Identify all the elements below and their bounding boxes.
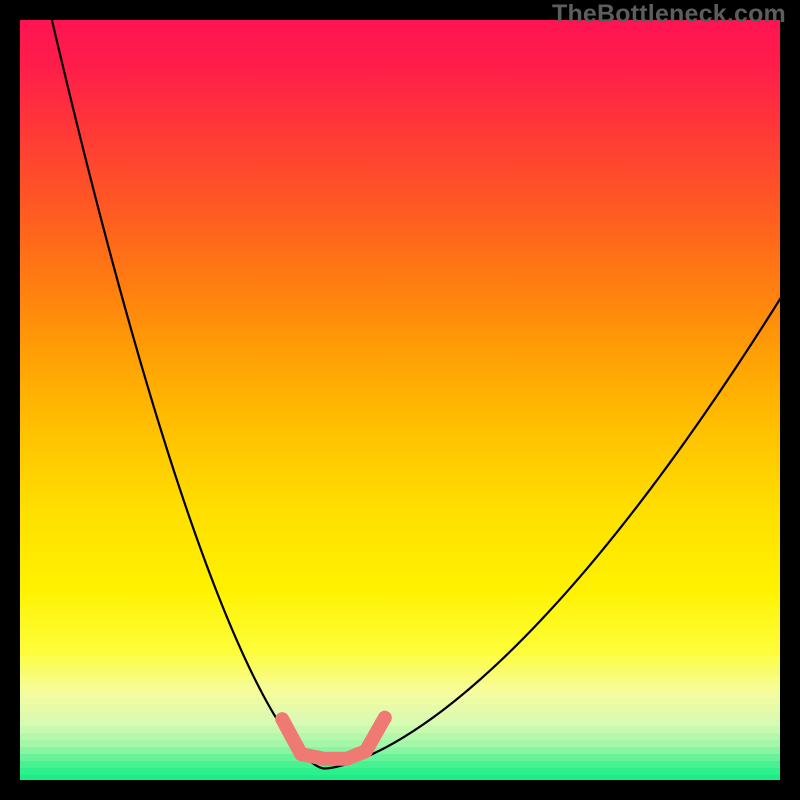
gradient-banding: [20, 628, 780, 783]
plot-area: [20, 0, 795, 783]
watermark-text: TheBottleneck.com: [552, 0, 786, 29]
chart-canvas: [0, 0, 800, 800]
